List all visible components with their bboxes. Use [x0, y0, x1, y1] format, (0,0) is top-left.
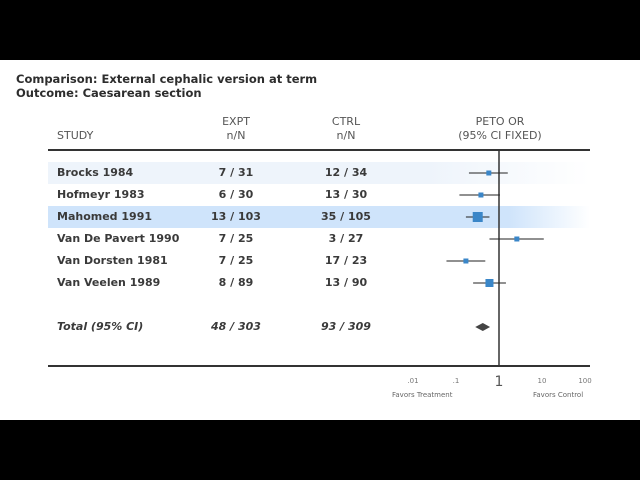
axis-tick-label: 1 — [495, 374, 504, 390]
favors-treatment-label: Favors Treatment — [392, 391, 453, 399]
ctrl-value: 13 / 30 — [324, 188, 368, 201]
study-name: Van De Pavert 1990 — [57, 232, 180, 245]
effect-marker — [514, 236, 520, 242]
total-diamond — [475, 323, 491, 331]
effect-marker — [463, 258, 469, 264]
expt-header-unit: n/N — [226, 129, 246, 142]
ctrl-value: 12 / 34 — [324, 166, 368, 179]
axis-tick-label: .1 — [453, 377, 460, 385]
forest-plot: .01 .1 1 10 100 — [407, 150, 592, 390]
study-name: Van Dorsten 1981 — [57, 254, 168, 267]
study-name: Mahomed 1991 — [57, 210, 152, 223]
expt-value: 8 / 89 — [218, 276, 254, 289]
study-name: Van Veelen 1989 — [57, 276, 161, 289]
or-header-ci: (95% CI FIXED) — [458, 129, 542, 142]
or-header-label: PETO OR — [475, 115, 525, 128]
expt-value: 7 / 25 — [218, 254, 254, 267]
expt-column-header: EXPT n/N — [196, 115, 276, 143]
row-band — [48, 162, 590, 184]
total-ctrl-value: 93 / 309 — [321, 320, 371, 333]
expt-value: 13 / 103 — [211, 210, 261, 223]
axis-tick-label: 10 — [538, 377, 547, 385]
ctrl-value: 3 / 27 — [328, 232, 364, 245]
total-label: Total (95% CI) — [57, 320, 144, 333]
comparison-title: Comparison: External cephalic version at… — [16, 72, 318, 86]
ctrl-value: 17 / 23 — [324, 254, 368, 267]
favors-control-label: Favors Control — [533, 391, 584, 399]
effect-marker — [486, 170, 492, 176]
ctrl-column-header: CTRL n/N — [306, 115, 386, 143]
or-column-header: PETO OR (95% CI FIXED) — [440, 115, 560, 143]
header-rule — [48, 149, 590, 151]
expt-value: 7 / 25 — [218, 232, 254, 245]
axis-tick-label: 100 — [578, 377, 591, 385]
effect-marker — [485, 279, 494, 287]
study-name: Brocks 1984 — [57, 166, 134, 179]
bottom-rule — [48, 365, 590, 367]
expt-value: 7 / 31 — [218, 166, 254, 179]
expt-value: 6 / 30 — [218, 188, 254, 201]
ctrl-header-label: CTRL — [331, 115, 361, 128]
row-highlight — [48, 206, 590, 228]
total-expt-value: 48 / 303 — [211, 320, 261, 333]
ctrl-value: 35 / 105 — [321, 210, 371, 223]
outcome-title: Outcome: Caesarean section — [16, 86, 202, 100]
effect-marker — [478, 192, 484, 198]
ctrl-value: 13 / 90 — [324, 276, 368, 289]
effect-marker — [472, 212, 483, 222]
ctrl-header-unit: n/N — [336, 129, 356, 142]
forest-plot-slide: Comparison: External cephalic version at… — [0, 60, 640, 420]
study-column-header: STUDY — [57, 129, 94, 142]
study-name: Hofmeyr 1983 — [57, 188, 145, 201]
axis-tick-label: .01 — [407, 377, 418, 385]
expt-header-label: EXPT — [222, 115, 250, 128]
